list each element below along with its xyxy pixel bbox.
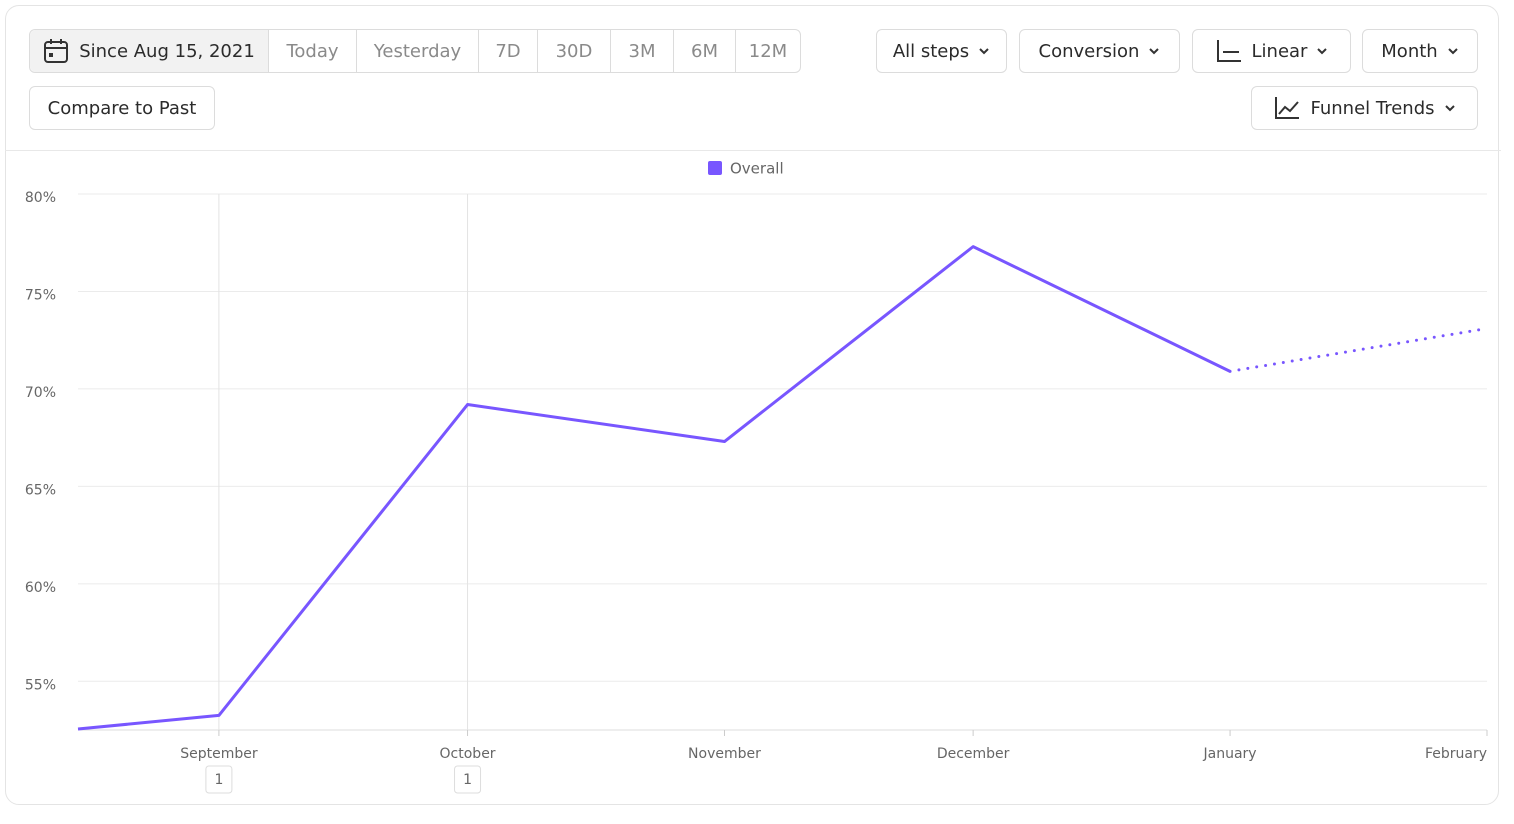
card <box>5 5 1499 805</box>
scale-dropdown[interactable]: Linear <box>1192 29 1351 73</box>
x-tick-label: December <box>937 746 1010 762</box>
x-tick-label: October <box>440 746 496 762</box>
y-tick-label: 80% <box>25 190 56 206</box>
annotation-label: 1 <box>214 772 223 788</box>
legend-swatch <box>708 161 722 175</box>
y-tick-label: 55% <box>25 677 56 693</box>
interval-label: Month <box>1381 40 1438 62</box>
x-tick-label: February <box>1425 746 1487 762</box>
series-line-partial <box>1228 326 1489 373</box>
divider <box>5 150 1501 151</box>
scale-label: Linear <box>1251 40 1308 62</box>
axis-icon <box>1216 40 1241 62</box>
preset-button[interactable]: Yesterday <box>356 30 478 72</box>
metric-dropdown[interactable]: Conversion <box>1019 29 1180 73</box>
preset-button[interactable]: Today <box>268 30 356 72</box>
legend: Overall <box>708 160 784 178</box>
date-range-label: Since Aug 15, 2021 <box>79 40 255 62</box>
chevron <box>1149 48 1160 55</box>
interval-dropdown[interactable]: Month <box>1362 29 1478 73</box>
y-tick-label: 70% <box>25 385 56 401</box>
calendar-icon <box>44 39 69 63</box>
chevron <box>1444 105 1455 112</box>
steps-dropdown[interactable]: All steps <box>876 29 1007 73</box>
date-range-group: Since Aug 15, 2021 Today Yesterday 7D 30… <box>29 29 801 73</box>
annotation-badge <box>205 765 233 794</box>
preset-button[interactable]: 30D <box>537 30 610 72</box>
trend-icon <box>1275 97 1300 119</box>
metric-label: Conversion <box>1038 40 1140 62</box>
x-tick-label: November <box>688 746 761 762</box>
date-range-button[interactable]: Since Aug 15, 2021 <box>30 30 268 72</box>
chevron <box>1447 48 1458 55</box>
preset-button[interactable]: 12M <box>735 30 800 72</box>
annotation-badge <box>454 765 482 794</box>
view-dropdown[interactable]: Funnel Trends <box>1251 86 1478 130</box>
legend-label: Overall <box>730 160 784 178</box>
steps-label: All steps <box>892 40 970 62</box>
x-tick-label: January <box>1203 746 1257 762</box>
annotation-label: 1 <box>463 772 472 788</box>
preset-button[interactable]: 3M <box>610 30 673 72</box>
compare-label: Compare to Past <box>47 97 197 119</box>
compare-button[interactable]: Compare to Past <box>29 86 215 130</box>
preset-button[interactable]: 6M <box>673 30 735 72</box>
y-tick-label: 65% <box>25 482 56 498</box>
series-line <box>77 245 1231 731</box>
y-tick-label: 75% <box>25 287 56 303</box>
y-tick-label: 60% <box>25 580 56 596</box>
x-tick-label: September <box>180 746 258 762</box>
view-label: Funnel Trends <box>1310 97 1435 119</box>
chevron <box>979 48 989 55</box>
preset-button[interactable]: 7D <box>478 30 537 72</box>
chevron <box>1317 48 1328 55</box>
